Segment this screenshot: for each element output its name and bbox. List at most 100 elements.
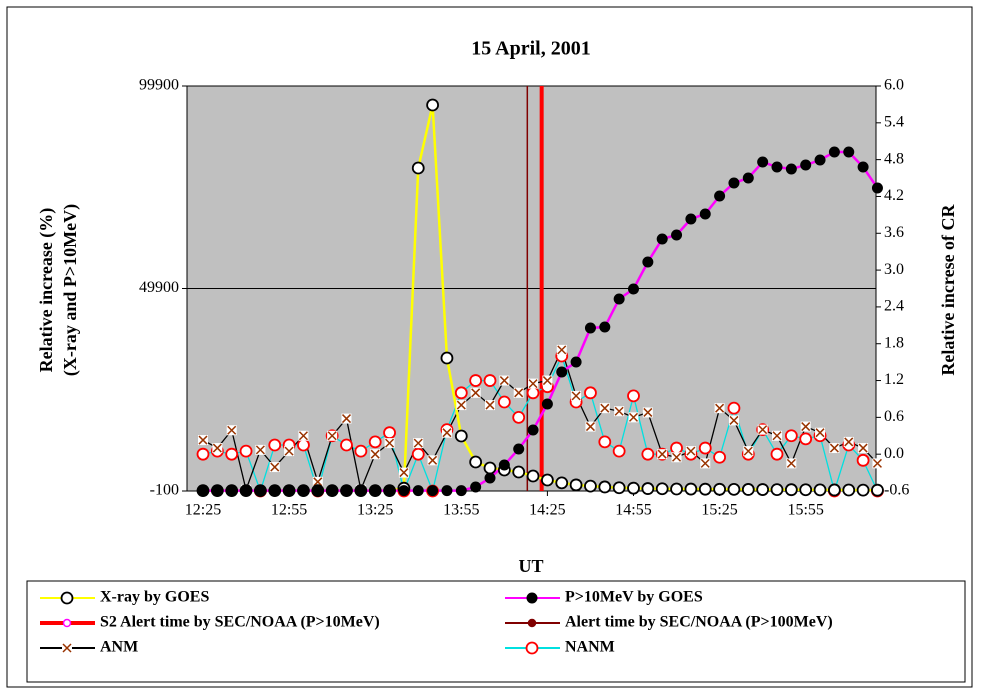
point: [799, 483, 813, 497]
point: [254, 485, 266, 497]
point: [499, 375, 510, 386]
point: [239, 444, 253, 458]
point: [269, 485, 281, 497]
marker-x: [212, 443, 222, 453]
y2-tick-label: -0.6: [884, 482, 909, 499]
marker-x: [370, 449, 380, 459]
y2-tick-label: 2.4: [884, 298, 904, 315]
point: [411, 161, 425, 175]
point: [355, 485, 367, 497]
marker-x: [198, 435, 208, 445]
point: [785, 163, 797, 175]
y2-tick-label: 3.6: [884, 224, 904, 241]
point: [828, 146, 840, 158]
marker-x: [456, 400, 466, 410]
point: [843, 436, 854, 447]
marker-x: [686, 446, 696, 456]
marker-x: [585, 422, 595, 432]
point: [784, 429, 798, 443]
marker-x: [628, 412, 639, 422]
marker-x: [557, 345, 567, 355]
point: [384, 438, 395, 449]
point: [856, 483, 870, 497]
point: [843, 146, 855, 158]
point: [384, 485, 396, 497]
point: [742, 172, 754, 184]
legend-label: S2 Alert time by SEC/NOAA (P>10MeV): [100, 614, 380, 631]
point: [269, 462, 280, 473]
x-tick-label: 14:55: [615, 502, 651, 519]
point: [656, 233, 668, 245]
marker-x: [255, 445, 265, 455]
point: [368, 435, 382, 449]
point: [627, 481, 640, 495]
point: [612, 481, 626, 495]
marker-x: [327, 431, 337, 441]
marker-x: [485, 400, 495, 410]
point: [800, 159, 812, 171]
point: [512, 465, 526, 479]
point: [685, 446, 696, 457]
point: [772, 430, 782, 441]
point: [513, 387, 524, 398]
point: [598, 480, 612, 494]
point: [383, 426, 396, 440]
point: [454, 386, 468, 400]
point: [858, 443, 869, 454]
point: [714, 403, 725, 414]
marker-x: [270, 462, 280, 472]
point: [526, 386, 540, 400]
point: [728, 415, 739, 426]
y-axis-label: (X-ray and P>10MeV): [60, 204, 81, 376]
point: [599, 321, 611, 333]
point: [756, 483, 770, 496]
point: [655, 482, 669, 496]
legend-label: Alert time by SEC/NOAA (P>100MeV): [565, 614, 833, 631]
marker-x: [313, 477, 323, 487]
x-tick-label: 13:55: [443, 502, 479, 519]
point: [341, 413, 352, 424]
marker-x: [772, 431, 782, 441]
y2-tick-label: 4.2: [884, 187, 904, 204]
legend-label: ANM: [100, 639, 138, 656]
legend: [26, 580, 966, 683]
point: [411, 447, 425, 461]
point: [226, 485, 238, 497]
marker-x: [672, 452, 682, 462]
marker-x: [600, 403, 610, 413]
point: [427, 485, 439, 497]
point: [585, 421, 596, 432]
point: [713, 482, 726, 496]
point: [512, 410, 526, 424]
point: [584, 322, 596, 334]
point: [657, 449, 668, 460]
point: [528, 378, 539, 389]
point: [340, 438, 353, 452]
marker-x: [471, 388, 481, 398]
y-tick-label: -100: [150, 482, 179, 499]
point: [255, 444, 266, 455]
point: [642, 407, 653, 418]
point: [456, 400, 467, 411]
point: [485, 400, 495, 411]
point: [469, 455, 483, 469]
point: [872, 458, 883, 469]
point: [197, 485, 209, 497]
point: [613, 293, 625, 305]
y2-tick-label: 1.2: [884, 371, 904, 388]
chart-title: 15 April, 2001: [471, 38, 590, 60]
point: [268, 438, 282, 452]
point: [727, 482, 741, 496]
point: [627, 389, 640, 403]
point: [555, 476, 569, 490]
point: [196, 447, 210, 461]
legend-marker: [525, 641, 539, 655]
legend-marker: [62, 618, 72, 628]
marker-x: [227, 425, 237, 435]
point: [483, 461, 497, 475]
point: [284, 446, 295, 457]
point: [413, 438, 424, 449]
legend-marker: [526, 592, 538, 604]
marker-x: [700, 458, 710, 468]
point: [699, 208, 711, 220]
